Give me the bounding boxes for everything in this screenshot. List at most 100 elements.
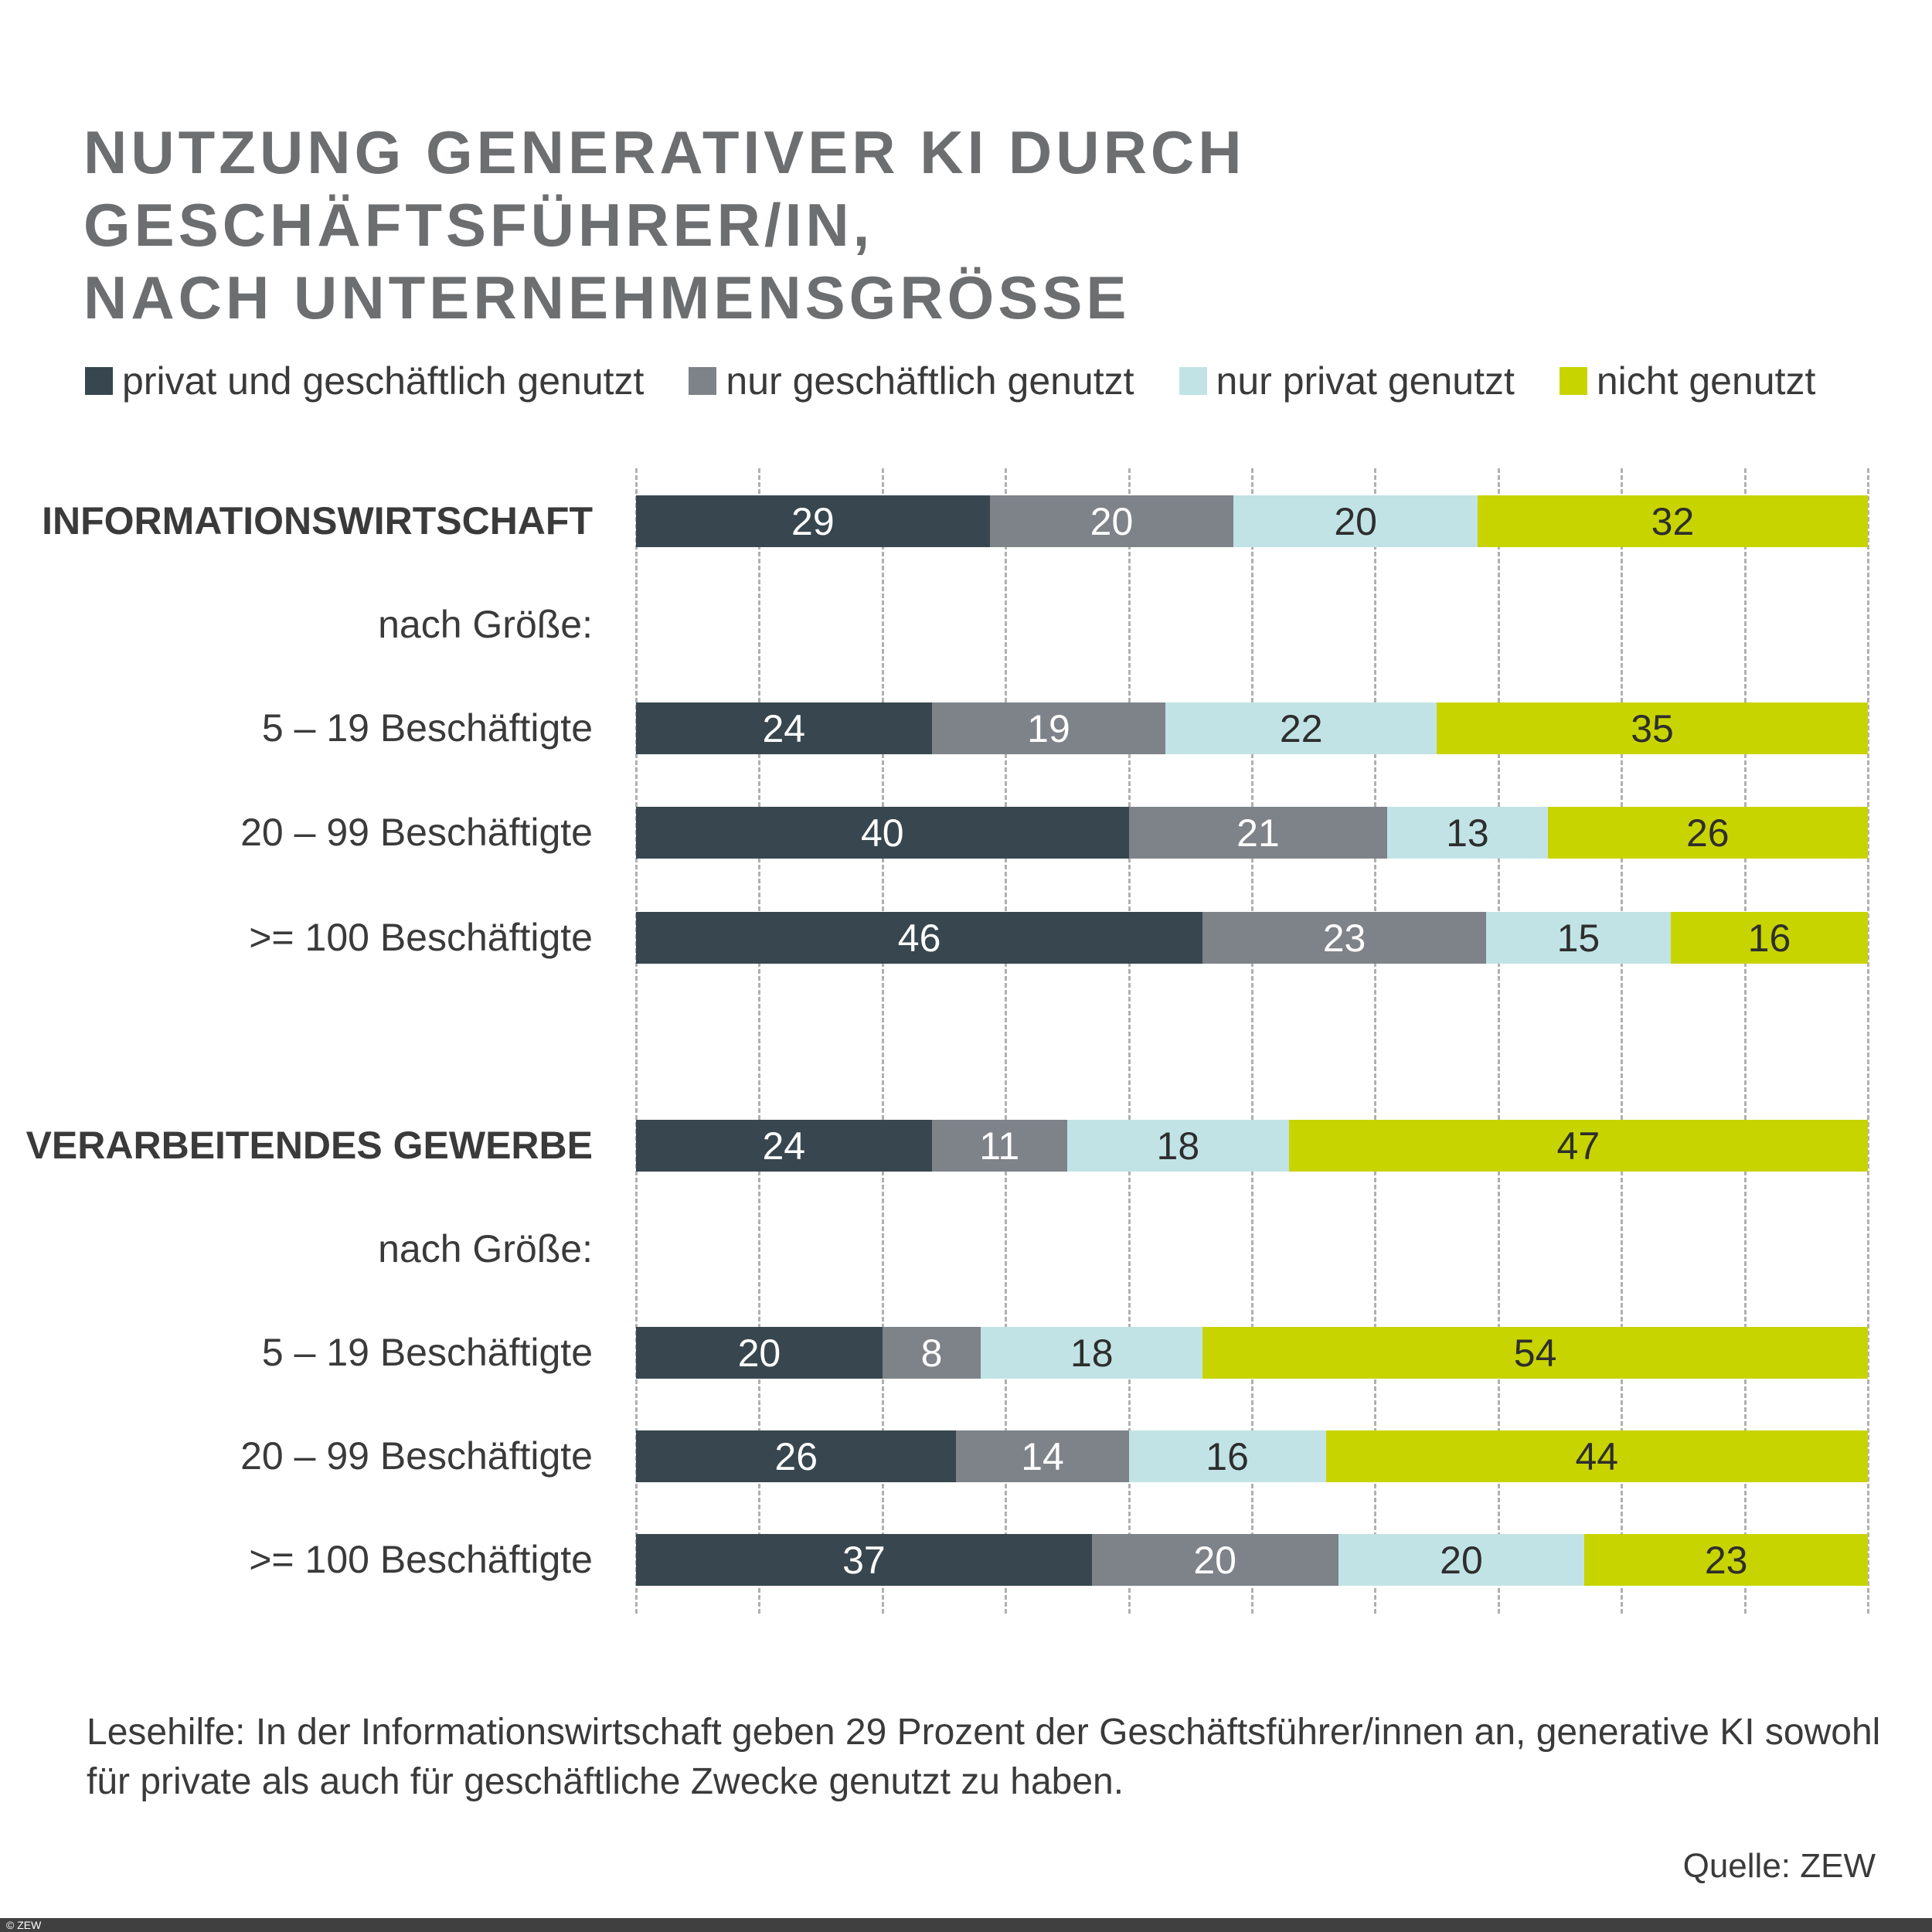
bar-segment: 24 — [636, 1120, 932, 1172]
bar-segment: 35 — [1437, 702, 1868, 754]
bar-segment: 26 — [636, 1430, 957, 1482]
bar-segment: 14 — [956, 1430, 1129, 1482]
data-label: 29 — [791, 499, 835, 543]
bar-segment: 44 — [1325, 1430, 1868, 1482]
data-label: 40 — [860, 811, 904, 855]
chart-title-line-1: NUTZUNG GENERATIVER KI DURCH GESCHÄFTSFÜ… — [83, 118, 1246, 259]
data-label: 20 — [1193, 1538, 1236, 1582]
stacked-bar: 37 20 20 23 — [636, 1534, 1868, 1586]
data-label: 21 — [1236, 811, 1280, 855]
stacked-bar: 29 20 20 32 — [636, 495, 1868, 547]
bar-segment: 16 — [1128, 1430, 1326, 1482]
bar-segment: 11 — [931, 1120, 1067, 1172]
bar-segment: 29 — [636, 495, 990, 547]
stacked-bar: 26 14 16 44 — [636, 1430, 1868, 1482]
gridline — [1867, 468, 1869, 1614]
copyright-footer: © ZEW — [0, 1918, 1932, 1932]
bar-segment: 19 — [931, 702, 1166, 754]
row-label: 20 – 99 Beschäftigte — [240, 1434, 593, 1478]
stacked-bar: 46 23 15 16 — [636, 912, 1868, 964]
bar-segment: 20 — [636, 1327, 883, 1379]
data-label: 23 — [1704, 1538, 1748, 1582]
stacked-bar: 24 19 22 35 — [636, 702, 1868, 754]
bar-segment: 13 — [1387, 807, 1548, 859]
data-label: 20 — [1440, 1538, 1483, 1582]
legend-label: nicht genutzt — [1596, 359, 1816, 403]
legend-swatch — [85, 367, 113, 395]
legend-item: nur privat genutzt — [1179, 359, 1515, 403]
data-label: 11 — [979, 1124, 1020, 1168]
bar-segment: 23 — [1584, 1534, 1868, 1586]
data-label: 22 — [1279, 706, 1323, 750]
data-label: 18 — [1156, 1124, 1200, 1168]
legend-swatch — [1179, 367, 1207, 395]
row-label: >= 100 Beschäftigte — [249, 916, 593, 959]
stacked-bar: 24 11 18 47 — [636, 1120, 1868, 1172]
row-label: 5 – 19 Beschäftigte — [261, 1331, 593, 1374]
data-label: 26 — [774, 1434, 818, 1478]
bar-segment: 23 — [1202, 912, 1486, 964]
legend-item: nicht genutzt — [1559, 359, 1816, 403]
gridline — [1743, 468, 1747, 1614]
data-label: 47 — [1556, 1124, 1600, 1168]
data-label: 26 — [1685, 811, 1730, 855]
bar-segment: 24 — [636, 702, 932, 754]
data-label: 54 — [1513, 1331, 1557, 1375]
data-label: 16 — [1206, 1434, 1249, 1478]
legend: privat und geschäftlich genutzt nur gesch… — [85, 359, 1860, 403]
row-label: INFORMATIONSWIRTSCHAFT — [42, 499, 593, 543]
data-label: 15 — [1556, 916, 1600, 960]
data-label: 35 — [1631, 706, 1674, 750]
bar-segment: 20 — [1233, 495, 1478, 547]
gridline — [881, 468, 884, 1614]
bar-segment: 32 — [1477, 495, 1868, 547]
bar-segment: 8 — [882, 1327, 981, 1379]
bar-segment: 15 — [1485, 912, 1671, 964]
bar-segment: 40 — [636, 807, 1129, 859]
gridline — [1497, 468, 1500, 1614]
stacked-bar: 20 8 18 54 — [636, 1327, 1868, 1379]
row-label: VERARBEITENDES GEWERBE — [26, 1124, 593, 1167]
data-label: 18 — [1070, 1331, 1114, 1375]
data-label: 13 — [1446, 811, 1489, 855]
bar-segment: 26 — [1547, 807, 1868, 859]
data-label: 32 — [1651, 499, 1695, 543]
gridline — [635, 468, 638, 1614]
legend-item: nur geschäftlich genutzt — [689, 359, 1134, 403]
data-label: 16 — [1747, 916, 1791, 960]
gridline — [1621, 468, 1624, 1614]
gridline — [1251, 468, 1253, 1614]
row-label: 5 – 19 Beschäftigte — [261, 706, 593, 750]
legend-swatch — [689, 367, 717, 395]
data-label: 23 — [1322, 916, 1366, 960]
row-label: >= 100 Beschäftigte — [249, 1538, 593, 1581]
gridline — [1128, 468, 1131, 1614]
chart-title: NUTZUNG GENERATIVER KI DURCH GESCHÄFTSFÜ… — [83, 116, 1932, 334]
data-label: 14 — [1021, 1434, 1064, 1478]
data-label: 20 — [737, 1331, 781, 1375]
bar-segment: 54 — [1202, 1327, 1868, 1379]
data-label: 20 — [1090, 499, 1134, 543]
legend-swatch — [1559, 367, 1587, 395]
gridline — [758, 468, 761, 1614]
gridline — [1374, 468, 1377, 1614]
bar-segment: 18 — [1066, 1120, 1289, 1172]
data-label: 46 — [897, 916, 941, 960]
bar-segment: 22 — [1165, 702, 1437, 754]
stacked-bar: 40 21 13 26 — [636, 807, 1868, 859]
gridline — [1005, 468, 1008, 1614]
data-label: 20 — [1334, 499, 1377, 543]
source: Quelle: ZEW — [1682, 1847, 1876, 1885]
bar-segment: 20 — [1091, 1534, 1338, 1586]
chart-title-line-2: NACH UNTERNEHMENSGRÖSSE — [83, 264, 1131, 332]
data-label: 44 — [1575, 1434, 1619, 1478]
reading-note: Lesehilfe: In der Informationswirtschaft… — [87, 1712, 1881, 1802]
bar-segment: 20 — [989, 495, 1234, 547]
bar-segment: 20 — [1338, 1534, 1585, 1586]
row-label: 20 – 99 Beschäftigte — [240, 811, 593, 854]
legend-label: nur geschäftlich genutzt — [726, 359, 1134, 403]
bar-segment: 37 — [636, 1534, 1092, 1586]
data-label: 37 — [842, 1538, 886, 1582]
bar-segment: 47 — [1288, 1120, 1868, 1172]
bar-segment: 46 — [636, 912, 1203, 964]
